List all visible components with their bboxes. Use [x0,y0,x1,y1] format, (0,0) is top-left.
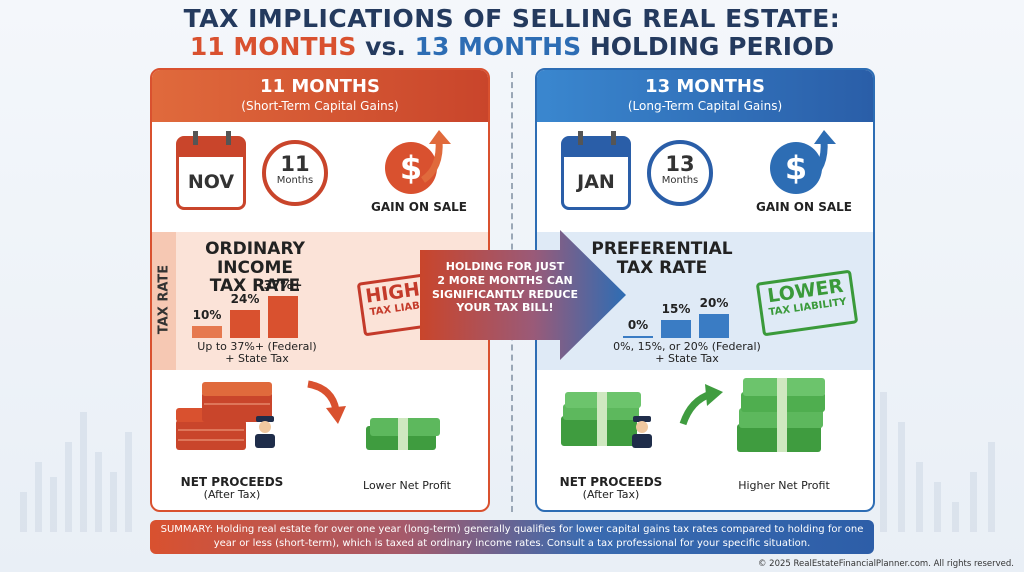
net-proceeds-label: NET PROCEEDS (After Tax) [180,474,284,502]
svg-text:$: $ [785,149,807,187]
background-candle [970,472,977,532]
rate-bar [230,310,260,338]
clock-icon: 11 Months [262,140,328,206]
background-candle [880,392,887,532]
green-money-small-icon [366,418,440,450]
rate-title: ORDINARY INCOME TAX RATE [205,239,305,297]
background-candle [898,422,905,532]
right-arrow-icon [420,230,626,360]
rate-bar-label: 0% [627,318,649,332]
clock-number: 11 [280,152,310,176]
rate-bar [623,336,653,338]
calendar-month: JAN [577,171,615,193]
clock-icon: 13 Months [647,140,713,206]
rate-bar [268,296,298,338]
title-13-months: 13 MONTHS [414,32,582,62]
long-term-subheading: (Long-Term Capital Gains) [627,99,783,113]
title-line-1: TAX IMPLICATIONS OF SELLING REAL ESTATE: [183,4,841,33]
summary-banner: SUMMARY: Holding real estate for over on… [150,520,874,554]
background-candle [988,442,995,532]
gain-on-sale-label: GAIN ON SALE [370,200,468,214]
clock-number: 13 [665,152,695,176]
tax-officer-icon [632,416,652,448]
background-candle [95,452,102,532]
rate-bars: 0% 15% 20% [623,276,753,338]
rate-bar [661,320,691,338]
svg-text:$: $ [400,149,422,187]
rate-bar-label: 20% [699,296,729,310]
clock-unit: Months [661,175,699,186]
background-candle [125,432,132,532]
short-term-heading: 11 MONTHS [260,76,380,97]
title-11-months: 11 MONTHS [189,32,357,62]
page-title: TAX IMPLICATIONS OF SELLING REAL ESTATE:… [0,4,1024,61]
copyright: © 2025 RealEstateFinancialPlanner.com. A… [757,559,1014,569]
gain-on-sale: $ GAIN ON SALE [364,128,474,214]
long-term-header: 13 MONTHS (Long-Term Capital Gains) [537,70,873,122]
dollar-up-arrow-icon: $ [770,130,836,194]
background-candle [80,412,87,532]
title-line-2: 11 MONTHS vs. 13 MONTHS HOLDING PERIOD [0,34,1024,60]
title-vs: vs. [365,32,406,62]
green-money-stack-icon [561,392,641,446]
rate-bars: 10% 24% 37%+ [192,276,322,338]
tax-rate-side-label: TAX RATE [152,232,176,370]
lower-net-profit: Lower Net Profit [363,479,451,492]
rate-note: 0%, 15%, or 20% (Federal) + State Tax [613,339,761,366]
tax-officer-icon [255,416,275,448]
down-arrow-icon [307,380,346,424]
short-term-proceeds: NET PROCEEDS (After Tax) Lower Net Profit [152,370,488,510]
background-candle [35,462,42,532]
rate-bar-label: 37%+ [263,278,303,292]
rate-title: PREFERENTIAL TAX RATE [591,239,733,278]
long-term-proceeds: NET PROCEEDS (After Tax) Higher Net Profi… [537,370,873,510]
title-holding-period: HOLDING PERIOD [589,32,835,62]
background-candle [65,442,72,532]
background-candle [916,462,923,532]
background-candle [934,482,941,532]
lower-tax-stamp: LOWER TAX LIABILITY [755,269,859,337]
clock-unit: Months [276,175,314,186]
calendar-icon: JAN [561,131,631,210]
background-candle [952,502,959,532]
green-money-large-icon [737,378,825,452]
calendar-month: NOV [187,171,235,193]
short-term-panel: 11 MONTHS (Short-Term Capital Gains) NOV… [150,68,490,512]
calendar-icon: NOV [176,131,246,210]
rate-bar-label: 15% [661,302,691,316]
rate-note: Up to 37%+ (Federal) + State Tax [197,339,317,366]
long-term-timeline: JAN 13 Months $ GAIN ON SALE [537,122,873,232]
gain-on-sale-label: GAIN ON SALE [755,200,853,214]
net-proceeds-label: NET PROCEEDS (After Tax) [559,474,663,502]
up-arrow-icon [679,384,723,426]
short-term-header: 11 MONTHS (Short-Term Capital Gains) [152,70,488,122]
short-term-timeline: NOV 11 Months $ GAIN ON SALE [152,122,488,232]
higher-net-profit: Higher Net Profit [738,479,830,492]
center-callout-arrow: HOLDING FOR JUST 2 MORE MONTHS CAN SIGNI… [420,230,630,360]
dollar-up-arrow-icon: $ [385,130,451,194]
long-term-heading: 13 MONTHS [645,76,765,97]
rate-bar-label: 10% [192,308,222,322]
short-term-subheading: (Short-Term Capital Gains) [241,99,399,113]
rate-bar-label: 24% [230,292,260,306]
background-candle [50,477,57,532]
gain-on-sale: $ GAIN ON SALE [749,128,859,214]
rate-bar [192,326,222,338]
red-money-stack-icon [176,382,272,450]
callout-text: HOLDING FOR JUST 2 MORE MONTHS CAN SIGNI… [432,260,578,315]
background-candle [110,472,117,532]
rate-bar [699,314,729,338]
background-candle [20,492,27,532]
